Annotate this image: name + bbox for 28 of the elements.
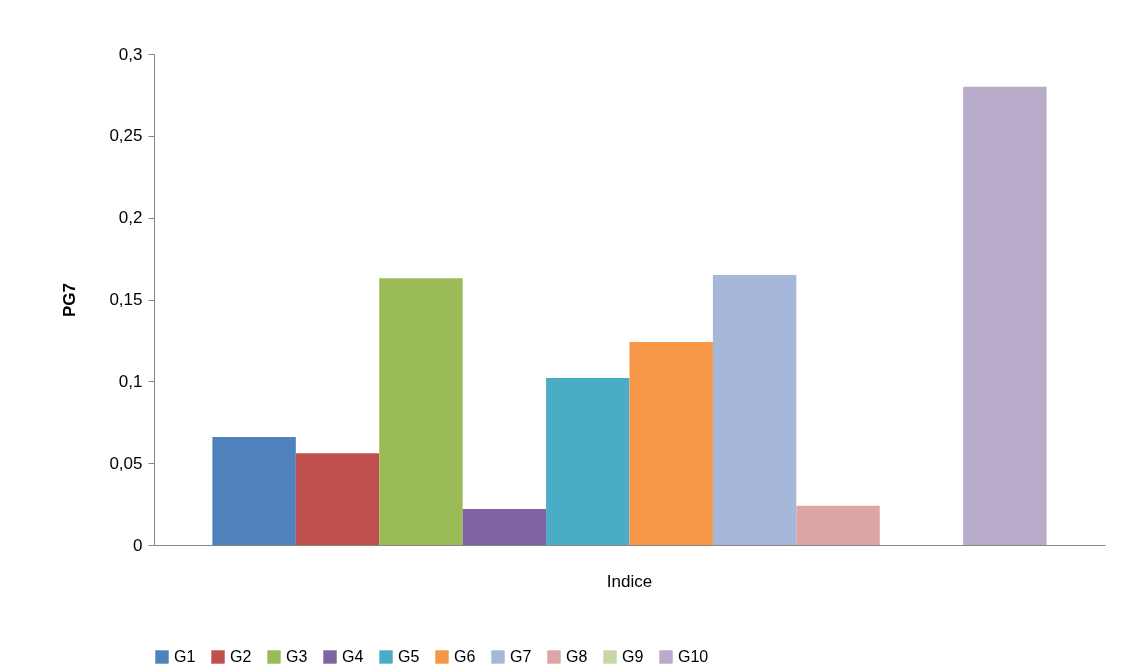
y-tick-label: 0,15 [109,290,143,309]
legend-label: G8 [566,648,588,665]
y-tick-label: 0 [133,535,143,555]
legend-label: G10 [678,648,709,665]
legend-label: G4 [342,648,364,665]
bar [963,86,1047,545]
bar [796,505,880,545]
y-tick-label: 0,05 [109,453,143,473]
bar [629,342,713,545]
legend-label: G9 [622,648,644,665]
bar [712,274,797,545]
x-tick-label: Indice [606,571,653,591]
legend-label: G6 [454,648,476,665]
y-axis-title: PG7 [60,282,80,318]
legend-label: G1 [174,648,196,665]
legend-label: G7 [510,648,532,665]
bar [379,278,463,545]
legend-label: G5 [398,648,420,665]
y-tick-label: 0,25 [109,126,143,146]
legend-label: G3 [286,648,308,665]
y-tick-label: 0,3 [118,44,143,64]
bar [295,453,380,545]
legend-label: G2 [230,648,252,665]
y-tick-label: 0,2 [118,208,143,228]
bar [462,508,547,545]
bar [212,436,296,545]
bar [546,378,630,545]
y-tick-label: 0,1 [118,371,143,391]
